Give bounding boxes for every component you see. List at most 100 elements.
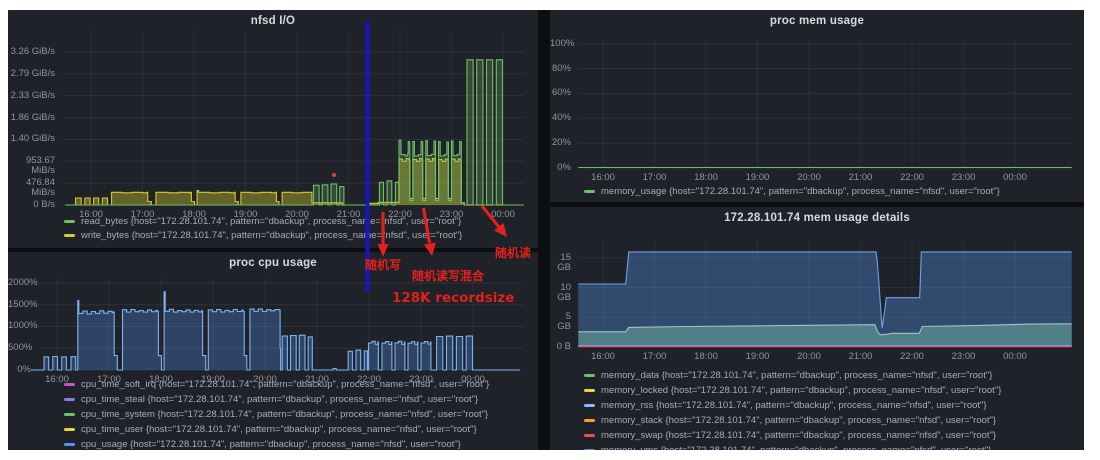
y-axis-label: 0% [17,364,31,375]
cpu_usage-area [31,291,520,370]
legend-series-label: memory_vms {host="172.28.101.74", patter… [601,445,991,450]
x-axis-label: 21:00 [848,351,873,362]
nfsd_io-chart[interactable] [8,10,538,248]
legend-series-label: cpu_usage {host="172.28.101.74", pattern… [81,439,461,450]
x-axis-label: 20:00 [285,209,309,220]
y-axis-label: 1.86 GiB/s [10,111,55,123]
x-axis-label: 22:00 [900,172,924,183]
memory_vms-area [578,251,1072,347]
y-axis-label: 500% [8,342,33,354]
x-axis-label: 19:00 [233,209,258,220]
legend-item-cpu_usage[interactable]: cpu_usage {host="172.28.101.74", pattern… [64,439,461,450]
panel-nfsd-io: nfsd I/O 0 B/s 476.84 MiB/s 953.67 MiB/s 1.… [8,10,538,248]
x-axis-label: 21:00 [848,172,873,183]
panel-title-nfsd-io[interactable]: nfsd I/O [250,15,296,27]
x-axis-label: 23:00 [951,351,976,362]
legend-item-memory_usage[interactable]: memory_usage {host="172.28.101.74", patt… [584,186,1000,197]
legend-series-label: memory_usage {host="172.28.101.74", patt… [601,186,1000,197]
x-axis-label: 00:00 [461,374,485,385]
legend-series-label: cpu_time_steal {host="172.28.101.74", pa… [81,394,479,405]
legend-series-swatch [64,398,75,401]
legend-series-label: memory_swap {host="172.28.101.74", patte… [601,430,997,441]
legend-item-cpu_time_user[interactable]: cpu_time_user {host="172.28.101.74", pat… [64,424,477,435]
read_bytes-line [65,59,524,206]
x-axis-label: 22:00 [357,374,381,385]
x-axis-label: 00:00 [491,209,515,220]
x-axis-label: 17:00 [642,172,667,183]
x-axis-label: 17:00 [130,209,155,220]
legend-series-label: cpu_time_system {host="172.28.101.74", p… [81,409,489,420]
write_bytes-area [65,158,524,205]
x-axis-label: 18:00 [694,351,718,362]
read_bytes-area [65,59,524,205]
legend-series-swatch [584,190,595,193]
y-axis-label: 3.26 GiB/s [10,45,55,57]
y-axis-label: 2000% [8,276,38,288]
legend-item-cpu_time_soft_irq[interactable]: cpu_time_soft_irq {host="172.28.101.74",… [64,379,489,390]
legend-series-swatch [584,389,595,392]
legend-item-read_bytes[interactable]: read_bytes {host="172.28.101.74", patter… [64,216,461,227]
legend-series-label: memory_stack {host="172.28.101.74", patt… [601,415,997,426]
x-axis-label: 00:00 [1003,351,1027,362]
x-axis-label: 16:00 [591,172,615,183]
legend-item-cpu_time_system[interactable]: cpu_time_system {host="172.28.101.74", p… [64,409,488,420]
y-axis-label: 15 GB [557,251,571,273]
x-axis-label: 20:00 [797,172,821,183]
legend-series-swatch [64,428,75,431]
legend-item-memory_vms[interactable]: memory_vms {host="172.28.101.74", patter… [584,445,991,450]
panel-proc-mem-usage: proc mem usage 0% 20% 40% 60% 80% 100% 16:00 17… [550,10,1084,202]
legend-item-write_bytes[interactable]: write_bytes {host="172.28.101.74", patte… [64,230,462,241]
legend-item-cpu_time_steal[interactable]: cpu_time_steal {host="172.28.101.74", pa… [64,394,478,405]
legend-series-swatch [64,220,75,223]
dashboard-grid: nfsd I/O 0 B/s 476.84 MiB/s 953.67 MiB/s 1.… [8,10,1084,450]
legend-series-swatch [584,404,595,407]
legend-series-swatch [64,443,75,446]
legend-series-label: write_bytes {host="172.28.101.74", patte… [81,230,463,241]
mem_details-chart[interactable] [550,207,1084,450]
x-axis-label: 17:00 [642,351,667,362]
y-axis-label: 1.40 GiB/s [10,133,55,145]
legend-series-label: cpu_time_user {host="172.28.101.74", pat… [81,424,477,435]
x-axis-label: 18:00 [182,209,206,220]
legend-series-label: memory_locked {host="172.28.101.74", pat… [601,385,1002,396]
legend-series-swatch [584,374,595,377]
proc_cpu-chart[interactable] [8,252,538,450]
legend-series-swatch [64,234,75,237]
x-axis-label: 20:00 [253,374,277,385]
legend-item-memory_data[interactable]: memory_data {host="172.28.101.74", patte… [584,370,992,381]
y-axis-label: 80% [551,62,571,74]
legend-series-label: memory_rss {host="172.28.101.74", patter… [601,400,987,411]
proc_mem-chart[interactable] [550,10,1084,202]
memory_data-area [578,323,1072,347]
legend-item-memory_swap[interactable]: memory_swap {host="172.28.101.74", patte… [584,430,996,441]
y-axis-label: 40% [551,112,571,124]
x-axis-label: 19:00 [201,374,225,385]
y-axis-label: 60% [551,87,571,99]
y-axis-label: 0 B [556,341,571,352]
legend-item-memory_locked[interactable]: memory_locked {host="172.28.101.74", pat… [584,385,1001,396]
panel-title-mem-usage-details[interactable]: 172.28.101.74 mem usage details [724,212,910,224]
x-axis-label: 00:00 [1003,172,1027,183]
legend-series-label: cpu_time_soft_irq {host="172.28.101.74",… [81,379,490,390]
x-axis-label: 23:00 [409,374,433,385]
legend-item-memory_stack[interactable]: memory_stack {host="172.28.101.74", patt… [584,415,996,426]
legend-series-swatch [584,449,595,450]
legend-item-memory_rss[interactable]: memory_rss {host="172.28.101.74", patter… [584,400,987,411]
panel-title-proc-mem-usage[interactable]: proc mem usage [769,15,865,27]
y-axis-label: 20% [551,137,571,149]
memory_data-line [578,323,1072,336]
x-axis-label: 16:00 [45,374,69,385]
panel-title-proc-cpu-usage[interactable]: proc cpu usage [229,257,317,269]
y-axis-label: 1000% [8,320,38,332]
legend-series-label: memory_data {host="172.28.101.74", patte… [601,370,993,381]
y-axis-label: 2.33 GiB/s [10,89,55,101]
y-axis-label: 0% [557,162,571,173]
y-axis-label: 953.67 MiB/s [25,155,55,177]
x-axis-label: 19:00 [745,172,770,183]
x-axis-label: 17:00 [97,374,121,385]
legend-series-swatch [64,383,75,386]
y-axis-label: 1500% [8,298,38,310]
panel-mem-usage-details: 172.28.101.74 mem usage details 0 B 5 GB 1… [550,207,1084,450]
y-axis-label: 5 GB [557,311,571,333]
